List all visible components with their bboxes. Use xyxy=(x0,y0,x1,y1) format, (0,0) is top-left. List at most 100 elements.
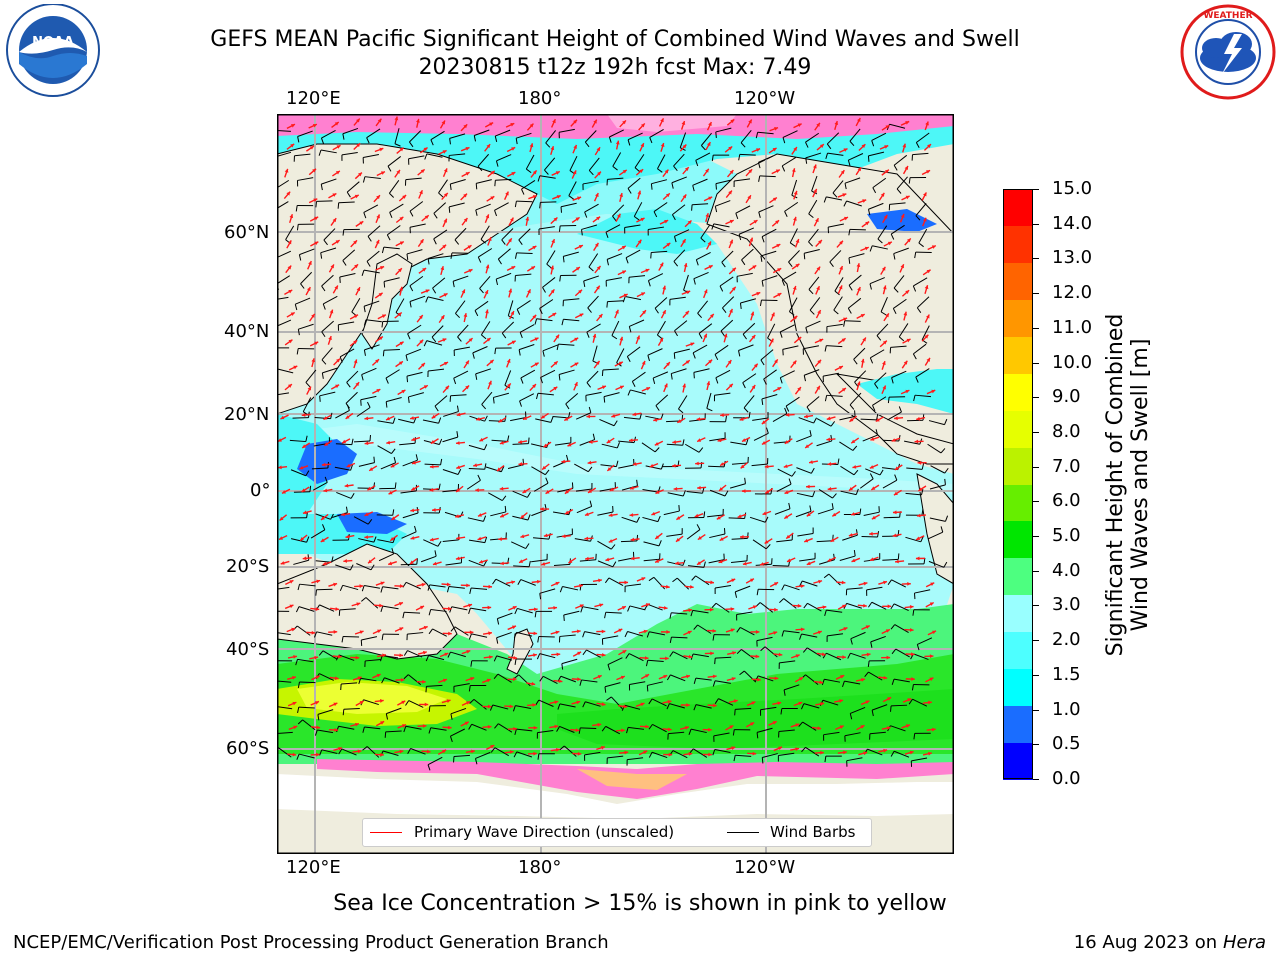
wind-barb-flag xyxy=(518,349,521,356)
wind-barb xyxy=(342,127,359,135)
wind-barb xyxy=(490,511,506,517)
wind-barb xyxy=(485,466,502,473)
wind-barb-flag xyxy=(712,749,716,756)
wind-barb xyxy=(912,152,929,156)
wave-direction-arrowhead xyxy=(533,631,538,636)
wave-direction-arrowhead xyxy=(463,193,467,198)
wind-barb xyxy=(407,324,422,335)
wind-barb-flag xyxy=(837,458,840,465)
wind-barb xyxy=(657,154,666,170)
lon-label-bottom-120e: 120°E xyxy=(286,857,341,878)
wave-direction-arrowhead xyxy=(857,167,862,172)
wave-direction-arrowhead xyxy=(709,313,714,318)
wave-direction-arrowhead xyxy=(838,285,843,290)
wind-barb-flag xyxy=(408,141,414,148)
wave-direction-arrowhead xyxy=(687,630,692,635)
wind-barb-flag xyxy=(829,261,834,268)
wind-barb xyxy=(731,537,748,540)
wind-barb xyxy=(876,323,889,336)
wind-barb-flag xyxy=(361,585,365,592)
wind-barb xyxy=(316,588,333,591)
wind-barb xyxy=(582,180,599,185)
wind-barb xyxy=(915,368,930,378)
wind-barb xyxy=(738,227,755,235)
wind-barb-flag xyxy=(558,374,561,381)
wind-barb-flag xyxy=(305,470,310,477)
wind-barb-flag xyxy=(736,649,742,655)
wind-barb xyxy=(448,585,465,589)
wind-barb xyxy=(516,252,533,255)
wind-barb xyxy=(511,541,526,549)
wind-barb-flag xyxy=(890,603,895,610)
wave-direction-arrowhead xyxy=(842,604,847,609)
wave-direction-arrowhead xyxy=(640,123,645,128)
wind-barb xyxy=(844,680,861,685)
wind-barb-flag xyxy=(887,579,892,586)
wind-barb-flag xyxy=(915,215,921,221)
wind-barb xyxy=(757,131,774,135)
wind-barb xyxy=(668,731,685,735)
wind-barb xyxy=(906,467,923,470)
wave-direction-arrowhead xyxy=(729,308,733,313)
wave-direction-arrowhead xyxy=(423,147,428,152)
wind-barb xyxy=(763,369,777,380)
wind-barb xyxy=(848,253,865,259)
wind-barb-flag xyxy=(890,705,892,712)
wind-barb xyxy=(840,465,855,476)
wave-direction-arrowhead xyxy=(293,655,297,659)
wind-barb xyxy=(409,295,426,302)
wave-direction-arrowhead xyxy=(865,221,870,226)
wind-barb-flag xyxy=(915,376,919,383)
wind-barb xyxy=(846,200,862,207)
wind-barb-flag xyxy=(381,677,385,684)
wind-barb xyxy=(342,249,356,261)
wind-barb xyxy=(504,370,512,386)
wind-barb-flag xyxy=(490,747,496,753)
wind-barb xyxy=(531,559,548,563)
wind-barb xyxy=(277,706,293,710)
wave-direction-arrowhead xyxy=(703,333,708,338)
wind-barb-flag xyxy=(296,348,299,355)
colorbar-tick-mark xyxy=(1033,501,1039,503)
colorbar-tick-label: 14.0 xyxy=(1052,212,1093,234)
wave-direction-arrowhead xyxy=(441,120,445,125)
wind-barb-flag xyxy=(407,748,411,754)
wind-barb xyxy=(469,539,485,544)
wave-direction-arrowhead xyxy=(353,240,357,245)
wave-direction-arrowhead xyxy=(816,286,820,291)
wind-barb-flag xyxy=(740,142,746,148)
wave-direction-arrowhead xyxy=(394,116,399,121)
wind-barb xyxy=(894,624,909,633)
wind-barb-flag xyxy=(370,564,375,571)
wind-barb-flag xyxy=(567,411,571,419)
wind-barb-flag xyxy=(624,631,628,638)
wind-barb xyxy=(735,707,752,710)
wind-barb xyxy=(277,201,289,209)
wind-barb xyxy=(426,684,443,687)
wind-barb xyxy=(643,541,660,547)
wind-barb xyxy=(342,584,359,591)
wave-direction-arrowhead xyxy=(907,698,912,702)
wind-barb xyxy=(796,492,813,498)
wind-barb xyxy=(402,459,418,467)
wind-barb-flag xyxy=(297,719,303,725)
wind-barb xyxy=(409,130,422,143)
wind-barb-flag xyxy=(849,404,855,410)
wind-barb xyxy=(700,224,711,239)
wind-barb-flag xyxy=(362,746,368,751)
wind-barb xyxy=(539,175,556,179)
wave-direction-arrowhead xyxy=(357,749,362,754)
wave-direction-arrowhead xyxy=(902,143,907,148)
wind-barb xyxy=(890,224,905,235)
wind-barb xyxy=(647,681,664,686)
wind-barb xyxy=(779,324,795,333)
wave-direction-arrowhead xyxy=(506,383,511,388)
wave-direction-arrowhead xyxy=(314,341,319,346)
wave-direction-arrowhead xyxy=(490,745,495,749)
wave-direction-arrowhead xyxy=(756,148,761,152)
wave-direction-arrowhead xyxy=(883,748,888,753)
wind-barb-flag xyxy=(483,560,488,567)
wind-barb-flag xyxy=(336,726,340,733)
wave-direction-arrowhead xyxy=(334,285,338,290)
wind-barb xyxy=(512,443,529,445)
